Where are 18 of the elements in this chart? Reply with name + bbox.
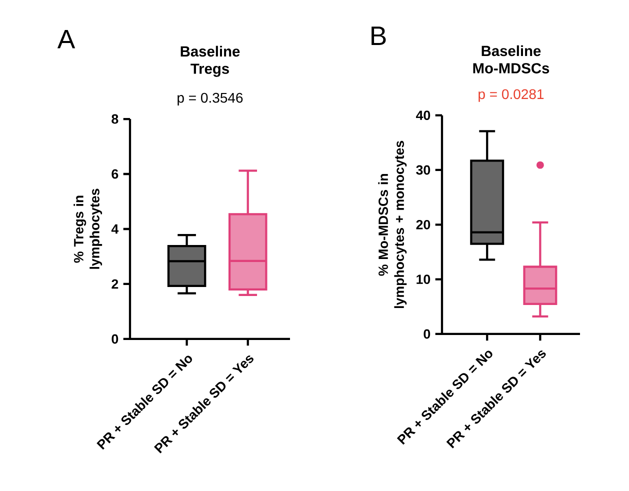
y-axis-title: % Tregs in lymphocytes [74, 188, 102, 269]
y-tick-label: 20 [416, 220, 430, 230]
y-tick-label: 4 [111, 224, 119, 234]
chart-subtitle: p = 0.3546 [178, 92, 243, 106]
y-tick-label: 6 [112, 169, 118, 179]
text: A [57, 30, 76, 48]
y-tick-label: 2 [112, 279, 118, 289]
y-axis-title: % Mo-MDSCs in lymphocytes + monocytes [378, 140, 407, 308]
text: B [372, 26, 386, 46]
chart-subtitle: p = 0.0281 [478, 89, 544, 102]
y-tick-label: 0 [424, 329, 430, 339]
chart-title: Baseline Mo-MDSCs [473, 45, 550, 74]
y-tick-label: 10 [416, 274, 430, 284]
chart-title: Baseline Tregs [180, 46, 240, 77]
y-tick-label: 30 [416, 165, 430, 175]
y-tick-label: 8 [112, 114, 118, 124]
y-tick-label: 40 [416, 110, 430, 120]
y-tick-label: 0 [112, 334, 118, 344]
